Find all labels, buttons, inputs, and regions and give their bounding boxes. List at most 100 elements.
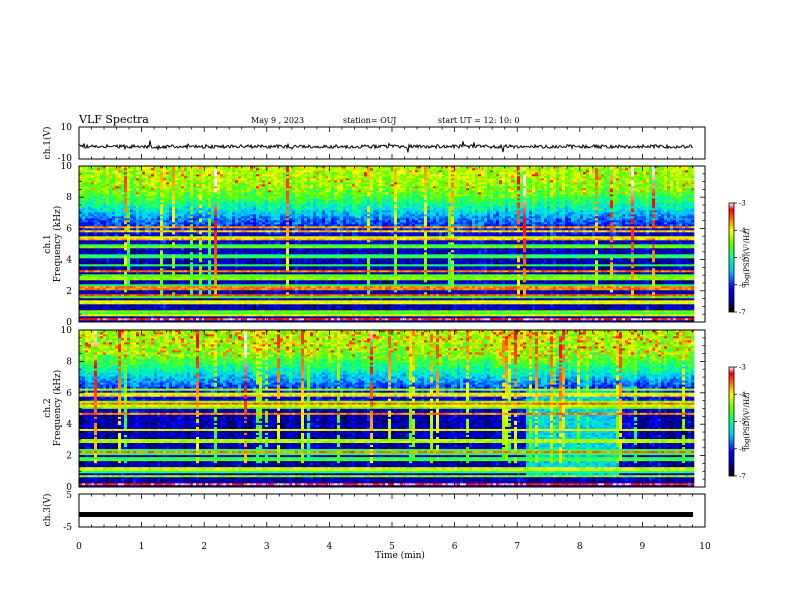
psd-cell — [112, 226, 115, 228]
psd-cell — [181, 268, 184, 270]
psd-cell — [181, 300, 184, 302]
psd-cell — [262, 260, 265, 262]
psd-cell — [118, 192, 121, 194]
psd-cell — [229, 250, 232, 252]
psd-cell — [220, 212, 223, 214]
psd-cell — [193, 186, 196, 188]
psd-cell — [241, 216, 244, 218]
psd-cell — [193, 298, 196, 300]
psd-cell — [259, 202, 262, 204]
psd-cell — [253, 258, 256, 260]
psd-cell — [256, 246, 259, 248]
psd-cell — [193, 208, 196, 210]
psd-cell — [226, 262, 229, 264]
psd-cell — [205, 270, 208, 272]
psd-cell — [148, 184, 151, 186]
psd-cell — [151, 184, 154, 186]
psd-cell — [250, 196, 253, 198]
psd-cell — [97, 170, 100, 172]
psd-cell — [106, 194, 109, 196]
psd-cell — [259, 198, 262, 200]
psd-cell — [217, 262, 220, 264]
psd-cell — [259, 216, 262, 218]
psd-cell — [97, 284, 100, 286]
psd-cell — [94, 294, 97, 296]
psd-cell — [190, 248, 193, 250]
psd-cell — [136, 288, 139, 290]
psd-cell — [163, 294, 166, 296]
psd-cell — [82, 206, 85, 208]
psd-cell — [211, 288, 214, 290]
psd-cell — [139, 310, 142, 312]
psd-cell — [91, 312, 94, 314]
psd-cell — [184, 270, 187, 272]
psd-cell — [112, 212, 115, 214]
psd-cell — [103, 250, 106, 252]
psd-cell — [175, 194, 178, 196]
psd-cell — [157, 198, 160, 200]
psd-cell — [163, 310, 166, 312]
psd-cell — [172, 202, 175, 204]
psd-cell — [202, 206, 205, 208]
psd-cell — [241, 238, 244, 240]
psd-cell — [220, 244, 223, 246]
psd-cell — [88, 318, 91, 320]
psd-cell — [211, 302, 214, 304]
psd-cell — [238, 180, 241, 182]
psd-cell — [202, 318, 205, 320]
psd-cell — [223, 174, 226, 176]
psd-cell — [148, 276, 151, 278]
psd-cell — [220, 200, 223, 202]
psd-cell — [193, 308, 196, 310]
psd-cell — [244, 182, 247, 184]
psd-cell — [199, 264, 202, 266]
psd-cell — [157, 310, 160, 312]
psd-cell — [175, 210, 178, 212]
psd-cell — [100, 172, 103, 174]
psd-cell — [217, 246, 220, 248]
psd-cell — [172, 242, 175, 244]
psd-cell — [112, 248, 115, 250]
psd-cell — [250, 186, 253, 188]
psd-cell — [235, 308, 238, 310]
psd-cell — [211, 284, 214, 286]
psd-cell — [166, 222, 169, 224]
psd-cell — [106, 284, 109, 286]
psd-cell — [97, 202, 100, 204]
psd-cell — [193, 206, 196, 208]
psd-cell — [229, 306, 232, 308]
psd-cell — [97, 268, 100, 270]
psd-cell — [151, 190, 154, 192]
psd-cell — [85, 252, 88, 254]
psd-cell — [217, 288, 220, 290]
psd-cell — [160, 188, 163, 190]
psd-cell — [103, 226, 106, 228]
psd-cell — [193, 250, 196, 252]
psd-cell — [103, 224, 106, 226]
psd-cell — [187, 280, 190, 282]
psd-cell — [169, 314, 172, 316]
psd-cell — [85, 226, 88, 228]
psd-cell — [124, 196, 127, 198]
psd-cell — [220, 300, 223, 302]
psd-cell — [196, 274, 199, 276]
psd-cell — [220, 220, 223, 222]
psd-cell — [232, 198, 235, 200]
psd-cell — [193, 200, 196, 202]
psd-cell — [247, 234, 250, 236]
psd-cell — [244, 180, 247, 182]
psd-cell — [160, 256, 163, 258]
psd-cell — [229, 200, 232, 202]
psd-cell — [211, 290, 214, 292]
psd-cell — [247, 182, 250, 184]
psd-cell — [253, 252, 256, 254]
psd-cell — [112, 270, 115, 272]
psd-cell — [118, 260, 121, 262]
start-time-label: start UT = 12: 10: 0 — [438, 116, 519, 125]
psd-cell — [205, 236, 208, 238]
psd-cell — [121, 216, 124, 218]
psd-cell — [190, 256, 193, 258]
psd-cell — [259, 268, 262, 270]
psd-cell — [154, 206, 157, 208]
psd-cell — [226, 224, 229, 226]
